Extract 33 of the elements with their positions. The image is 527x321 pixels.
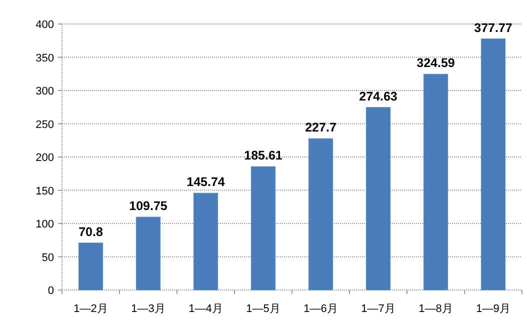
data-label: 227.7 xyxy=(305,120,336,135)
data-label: 109.75 xyxy=(129,199,168,214)
data-label: 185.61 xyxy=(244,148,282,163)
data-label: 377.77 xyxy=(474,20,512,35)
y-tick-label: 0 xyxy=(48,285,54,297)
y-tick-label: 100 xyxy=(36,218,54,230)
y-tick-label: 200 xyxy=(36,152,54,164)
x-tick-label: 1—3月 xyxy=(131,303,166,315)
x-tick-label: 1—4月 xyxy=(188,303,223,315)
bar xyxy=(480,38,506,290)
data-label: 145.74 xyxy=(186,175,225,190)
bar xyxy=(136,216,161,290)
bar xyxy=(308,138,334,290)
y-tick-label: 300 xyxy=(36,86,54,98)
bar xyxy=(423,74,448,290)
data-label: 324.59 xyxy=(416,56,455,70)
data-label: 70.8 xyxy=(78,224,103,239)
x-tick-label: 1—5月 xyxy=(246,303,280,315)
y-tick-label: 50 xyxy=(42,252,54,264)
x-tick-label: 1—8月 xyxy=(418,303,453,315)
x-tick-label: 1—6月 xyxy=(304,303,338,315)
bar xyxy=(366,107,391,290)
x-tick-label: 1—2月 xyxy=(74,303,108,315)
y-tick-label: 150 xyxy=(36,185,54,198)
y-tick-label: 400 xyxy=(36,19,54,31)
bar xyxy=(193,192,218,290)
x-tick-label: 1—7月 xyxy=(361,303,396,315)
bar xyxy=(250,166,276,290)
bar xyxy=(78,242,104,290)
x-tick-label: 1—9月 xyxy=(476,303,510,315)
y-tick-label: 250 xyxy=(36,118,54,131)
data-label: 274.63 xyxy=(359,89,398,104)
y-tick-label: 350 xyxy=(36,52,54,64)
